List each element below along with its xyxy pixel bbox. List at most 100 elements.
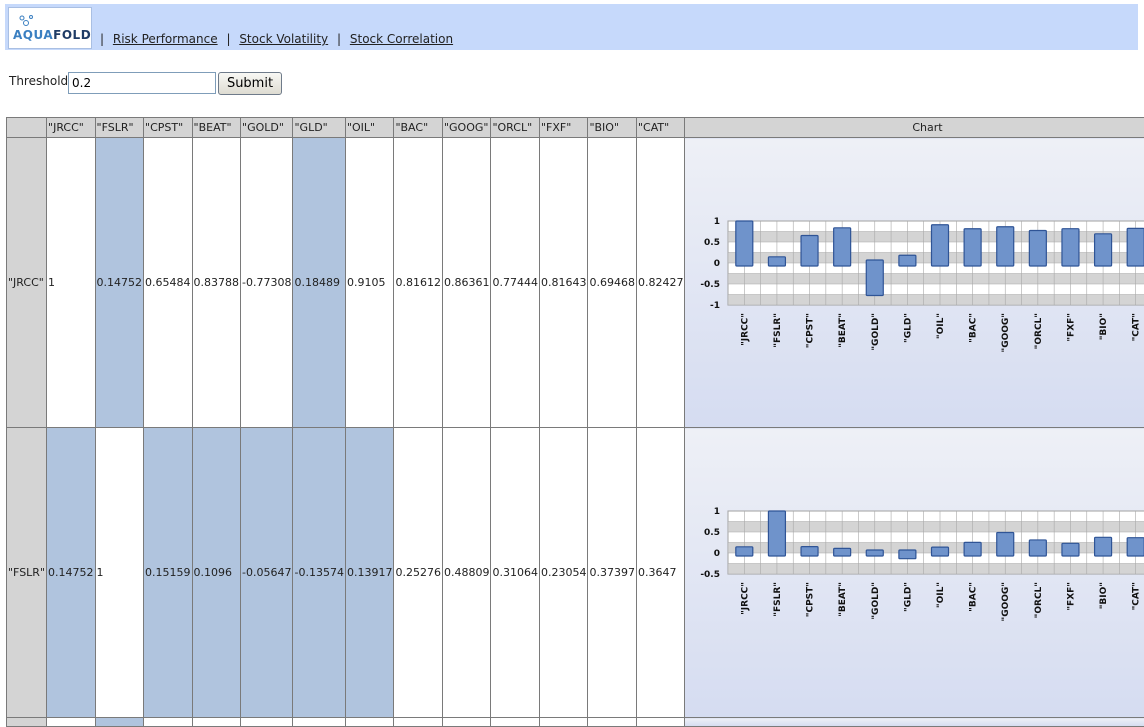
correlation-cell: 0.13917 <box>345 428 394 718</box>
column-header: "ORCL" <box>491 118 540 138</box>
chart-bar <box>932 547 949 556</box>
table-cell <box>345 718 394 727</box>
chart-bar <box>834 227 851 265</box>
column-header: "JRCC" <box>47 118 96 138</box>
correlation-cell: 0.77444 <box>491 138 540 428</box>
x-tick-label: "ORCL" <box>1034 582 1044 618</box>
x-tick-label: "GOOG" <box>1002 582 1012 621</box>
chart-bar <box>997 226 1014 265</box>
correlation-cell: 0.65484 <box>144 138 193 428</box>
chart-bar <box>997 532 1014 555</box>
x-tick-label: "GLD" <box>904 582 914 612</box>
table-cell <box>491 718 540 727</box>
x-tick-label: "FSLR" <box>773 582 783 617</box>
chart-bar <box>801 235 818 266</box>
chart-bar <box>769 256 786 265</box>
correlation-cell: 0.18489 <box>293 138 345 428</box>
correlation-cell: 0.48809 <box>442 428 491 718</box>
correlation-cell: 0.14752 <box>47 428 96 718</box>
chart-bar <box>1095 233 1112 265</box>
x-tick-label: "GOLD" <box>871 582 881 620</box>
x-tick-label: "BIO" <box>1100 313 1110 340</box>
correlation-cell: 0.81643 <box>539 138 588 428</box>
column-header: "CAT" <box>636 118 685 138</box>
chart-column-header: Chart <box>685 118 1144 138</box>
table-cell <box>192 718 241 727</box>
table-cell <box>685 718 1144 727</box>
table-cell <box>293 718 345 727</box>
chart-bar <box>867 550 884 556</box>
corner-cell <box>7 118 47 138</box>
table-cell <box>636 718 685 727</box>
correlation-cell: 0.14752 <box>95 138 144 428</box>
correlation-cell: 0.31064 <box>491 428 540 718</box>
x-tick-label: "JRCC" <box>741 313 751 346</box>
table-cell <box>539 718 588 727</box>
table-cell <box>7 718 47 727</box>
column-header: "BEAT" <box>192 118 241 138</box>
y-tick-label: 1 <box>714 507 720 517</box>
column-header: "FSLR" <box>95 118 144 138</box>
chart-bar <box>899 550 916 559</box>
y-tick-label: 0.5 <box>705 238 721 248</box>
correlation-bar-chart: 10.50-0.5-1"JRCC""FSLR""CPST""BEAT""GOLD… <box>686 213 1144 353</box>
table-row <box>7 718 1144 727</box>
correlation-cell: -0.05647 <box>241 428 293 718</box>
column-header: "OIL" <box>345 118 394 138</box>
chart-bar <box>769 511 786 556</box>
threshold-label: Threshold <box>9 74 68 88</box>
table-header-row: "JRCC""FSLR""CPST""BEAT""GOLD""GLD""OIL"… <box>7 118 1144 138</box>
nav-links: | Risk Performance | Stock Volatility | … <box>95 32 453 46</box>
aquafold-logo[interactable]: AQUAFOLD <box>8 7 92 49</box>
chart-bar <box>899 255 916 266</box>
correlation-cell: 1 <box>95 428 144 718</box>
logo-text: AQUAFOLD <box>13 28 91 42</box>
column-header: "GOLD" <box>241 118 293 138</box>
correlation-cell: 0.82427 <box>636 138 685 428</box>
correlation-cell: -0.13574 <box>293 428 345 718</box>
bubbles-icon <box>19 14 39 28</box>
x-tick-label: "CAT" <box>1132 582 1142 610</box>
column-header: "GLD" <box>293 118 345 138</box>
chart-bar <box>867 260 884 295</box>
x-tick-label: "CPST" <box>806 582 816 617</box>
table-cell <box>144 718 193 727</box>
table-cell <box>95 718 144 727</box>
correlation-cell: 0.69468 <box>588 138 637 428</box>
chart-bar <box>965 228 982 265</box>
x-tick-label: "CPST" <box>806 313 816 348</box>
correlation-cell: 1 <box>47 138 96 428</box>
x-tick-label: "CAT" <box>1132 313 1142 341</box>
table-cell <box>394 718 443 727</box>
threshold-input[interactable] <box>68 72 216 94</box>
x-tick-label: "FXF" <box>1067 313 1077 342</box>
x-tick-label: "GLD" <box>904 313 914 343</box>
table-cell <box>241 718 293 727</box>
nav-stock-volatility[interactable]: Stock Volatility <box>239 32 328 46</box>
nav-risk-performance[interactable]: Risk Performance <box>113 32 218 46</box>
y-tick-label: -1 <box>710 301 720 311</box>
y-tick-label: 0.5 <box>705 528 721 538</box>
column-header: "GOOG" <box>442 118 491 138</box>
correlation-table: "JRCC""FSLR""CPST""BEAT""GOLD""GLD""OIL"… <box>6 117 1144 727</box>
correlation-cell: 0.37397 <box>588 428 637 718</box>
correlation-cell: 0.15159 <box>144 428 193 718</box>
correlation-cell: 0.86361 <box>442 138 491 428</box>
correlation-cell: 0.23054 <box>539 428 588 718</box>
nav-stock-correlation[interactable]: Stock Correlation <box>350 32 453 46</box>
column-header: "CPST" <box>144 118 193 138</box>
correlation-cell: 0.83788 <box>192 138 241 428</box>
row-header: "JRCC" <box>7 138 47 428</box>
chart-bar <box>1128 537 1144 555</box>
chart-bar <box>801 546 818 555</box>
x-tick-label: "BAC" <box>969 582 979 612</box>
x-tick-label: "JRCC" <box>741 582 751 615</box>
y-tick-label: -0.5 <box>701 570 721 580</box>
submit-button[interactable]: Submit <box>218 72 282 95</box>
x-tick-label: "OIL" <box>936 313 946 339</box>
x-tick-label: "GOLD" <box>871 313 881 351</box>
chart-bar <box>1062 543 1079 556</box>
